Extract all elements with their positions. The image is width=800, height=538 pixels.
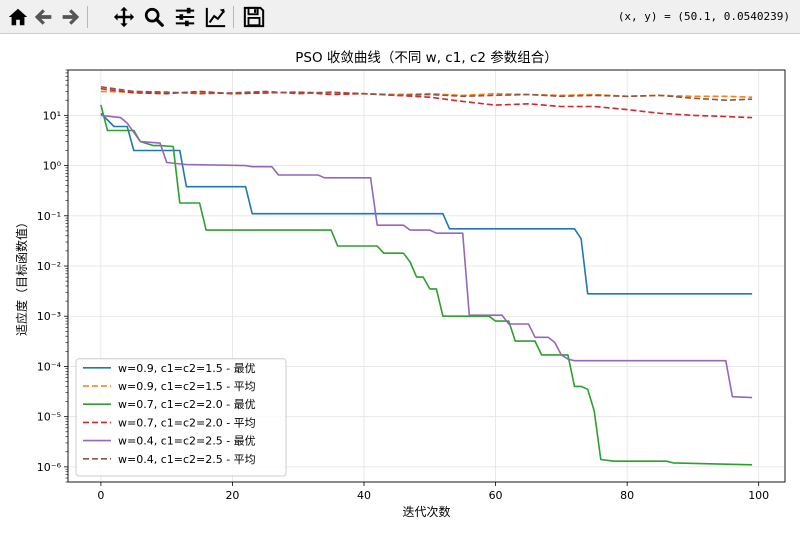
legend-label: w=0.9, c1=c2=1.5 - 平均	[118, 380, 256, 393]
legend-box	[75, 358, 287, 477]
legend-label: w=0.7, c1=c2=2.0 - 最优	[118, 398, 256, 411]
y-tick-label: 10⁻¹	[37, 210, 61, 223]
figure-canvas: 0 20 40 60 80 100 10⁻⁶ 10⁻⁵ 10⁻⁴ 10⁻³ 10⁻² 10⁻¹ 10⁰ 1…	[0, 34, 800, 534]
home-icon[interactable]	[6, 5, 30, 29]
chart-title: PSO 收敛曲线（不同 w, c1, c2 参数组合）	[295, 49, 557, 66]
x-tick-label: 60	[489, 489, 503, 502]
x-tick-label: 100	[748, 489, 769, 502]
series-line	[100, 114, 753, 399]
legend-label: w=0.4, c1=c2=2.5 - 平均	[118, 453, 256, 466]
forward-icon[interactable]	[58, 5, 82, 29]
legend: w=0.9, c1=c2=1.5 - 最优 w=0.9, c1=c2=1.5 - …	[75, 358, 287, 477]
zoom-icon[interactable]	[142, 5, 166, 29]
series-line	[100, 86, 753, 101]
axes: 0 20 40 60 80 100 10⁻⁶ 10⁻⁵ 10⁻⁴ 10⁻³ 10⁻² 10⁻¹ 10⁰ 1…	[37, 69, 769, 502]
plot-frame	[67, 69, 786, 483]
grid	[68, 70, 785, 482]
cursor-coordinates: (x, y) = (50.1, 0.0540239)	[617, 10, 790, 23]
y-tick-label: 10¹	[43, 109, 61, 122]
edit-axis-icon[interactable]	[204, 5, 228, 29]
back-icon[interactable]	[32, 5, 56, 29]
chart[interactable]: 0 20 40 60 80 100 10⁻⁶ 10⁻⁵ 10⁻⁴ 10⁻³ 10⁻² 10⁻¹ 10⁰ 1…	[0, 34, 800, 534]
x-tick-label: 20	[225, 489, 239, 502]
y-tick-label: 10⁻⁴	[37, 360, 62, 373]
x-tick-label: 80	[620, 489, 634, 502]
x-tick-label: 0	[97, 489, 104, 502]
y-tick-label: 10⁻⁵	[37, 411, 61, 424]
toolbar-separator	[87, 6, 88, 28]
legend-label: w=0.9, c1=c2=1.5 - 最优	[118, 362, 256, 375]
x-tick-label: 40	[357, 489, 371, 502]
y-tick-label: 10⁰	[43, 160, 62, 173]
pan-icon[interactable]	[112, 5, 136, 29]
save-icon[interactable]	[242, 5, 266, 29]
legend-label: w=0.4, c1=c2=2.5 - 最优	[118, 435, 256, 448]
toolbar: (x, y) = (50.1, 0.0540239)	[0, 0, 800, 34]
configure-subplots-icon[interactable]	[173, 5, 197, 29]
y-axis-label: 适应度（目标函数值）	[14, 216, 29, 336]
series-line	[100, 104, 753, 466]
toolbar-separator	[233, 6, 234, 28]
series-line	[100, 87, 753, 119]
y-tick-label: 10⁻⁶	[37, 461, 62, 474]
x-axis-label: 迭代次数	[402, 504, 450, 519]
y-tick-label: 10⁻³	[37, 310, 61, 323]
legend-label: w=0.7, c1=c2=2.0 - 平均	[118, 416, 256, 429]
y-tick-label: 10⁻²	[37, 260, 61, 273]
